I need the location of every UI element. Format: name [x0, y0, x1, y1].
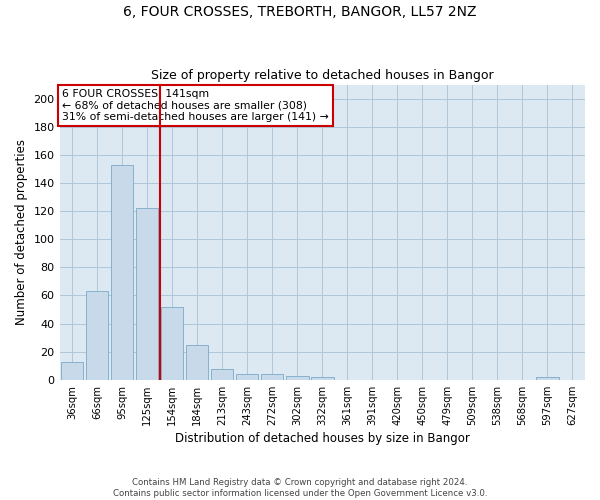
Bar [61, 362, 83, 380]
Title: Size of property relative to detached houses in Bangor: Size of property relative to detached ho… [151, 69, 494, 82]
Bar [86, 291, 109, 380]
Bar [136, 208, 158, 380]
Bar [536, 377, 559, 380]
Bar [311, 377, 334, 380]
Bar [211, 368, 233, 380]
Bar [186, 344, 208, 380]
Text: 6, FOUR CROSSES, TREBORTH, BANGOR, LL57 2NZ: 6, FOUR CROSSES, TREBORTH, BANGOR, LL57 … [123, 5, 477, 19]
Y-axis label: Number of detached properties: Number of detached properties [15, 139, 28, 325]
X-axis label: Distribution of detached houses by size in Bangor: Distribution of detached houses by size … [175, 432, 470, 445]
Bar [161, 306, 184, 380]
Text: Contains HM Land Registry data © Crown copyright and database right 2024.
Contai: Contains HM Land Registry data © Crown c… [113, 478, 487, 498]
Bar [111, 164, 133, 380]
Text: 6 FOUR CROSSES: 141sqm
← 68% of detached houses are smaller (308)
31% of semi-de: 6 FOUR CROSSES: 141sqm ← 68% of detached… [62, 89, 329, 122]
Bar [236, 374, 259, 380]
Bar [286, 376, 308, 380]
Bar [261, 374, 283, 380]
